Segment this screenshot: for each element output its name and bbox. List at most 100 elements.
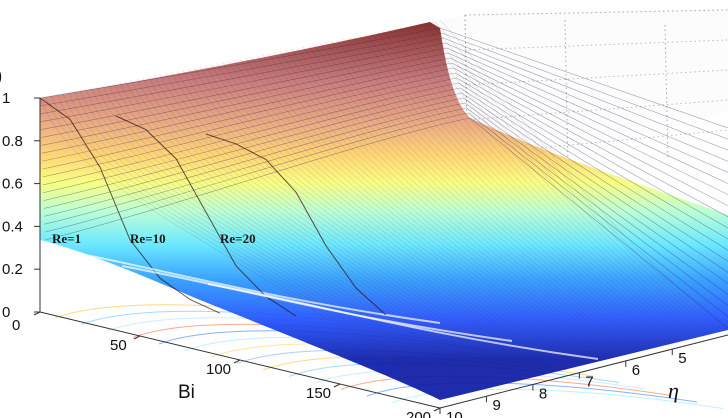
surface-mesh-line: [91, 87, 478, 392]
z-tick-label: 0.6: [2, 176, 23, 193]
bi-tick-mark: [433, 407, 441, 412]
surface-mesh-line: [268, 53, 605, 361]
bi-axis-label: Bi: [178, 382, 195, 403]
z-tick-label: 0.8: [2, 133, 23, 150]
surface-mesh-line: [394, 28, 696, 339]
surface-mesh-line: [41, 47, 728, 173]
surface-mesh-line: [56, 94, 453, 398]
surface-mesh-line: [74, 91, 465, 395]
surface-mesh-line: [171, 72, 535, 378]
surface-mesh-line: [44, 107, 728, 307]
surface-mesh-line: [43, 87, 728, 262]
surface-fill: [40, 22, 728, 400]
surface-mesh-line: [325, 42, 646, 351]
eta-tick-label: 6: [632, 362, 640, 379]
surface-mesh-line: [85, 89, 474, 393]
bi-tick-mark: [33, 311, 41, 316]
surface-mesh-line: [165, 73, 531, 379]
surface-mesh-line: [176, 71, 539, 377]
surface-mesh-line: [39, 27, 728, 129]
z-tick-label: 0: [2, 304, 10, 321]
surface-mesh-line: [40, 42, 728, 162]
floor-contour-line: [392, 388, 724, 409]
surface-mesh-line: [262, 54, 601, 362]
surface-mesh-line: [337, 39, 655, 349]
surface-mesh-line: [182, 70, 543, 376]
surface-mesh-line: [302, 46, 630, 355]
surface-mesh-line: [296, 47, 626, 356]
surface-mesh-line: [371, 33, 679, 343]
surface-mesh-line: [96, 86, 482, 391]
surface-mesh-line: [382, 31, 687, 341]
series-label-1: Re=1: [52, 231, 81, 246]
surface-mesh-line: [136, 78, 511, 384]
eta-axis-label: η: [668, 378, 679, 403]
surface-mesh-line: [44, 102, 728, 295]
z-axis-partial-label: ): [0, 66, 2, 87]
surface-mesh-line: [331, 41, 650, 350]
series-ridge-1: [39, 97, 221, 314]
surface-mesh-line: [79, 90, 469, 394]
surface-mesh-line: [188, 68, 548, 375]
surface-mesh-line: [348, 37, 663, 347]
surface-mesh-line: [314, 44, 638, 353]
surface-mesh-line: [205, 65, 560, 372]
surface-mesh-line: [417, 24, 712, 335]
surface-mesh-line: [148, 76, 519, 382]
surface-mesh-line: [377, 32, 683, 342]
surface-mesh-line: [68, 92, 461, 396]
surface-mesh-line: [439, 19, 728, 331]
surface-mesh-line: [422, 23, 716, 334]
surface-mesh-line: [405, 26, 704, 337]
eta-tick-label: 8: [539, 385, 547, 402]
series-ridge-3: [205, 133, 387, 316]
surface-mesh-line: [434, 20, 724, 332]
surface-mesh-line: [228, 61, 576, 368]
surface-mesh-line: [43, 92, 728, 273]
surface-mesh-line: [342, 38, 659, 348]
surface-mesh-line: [251, 56, 593, 364]
surface-mesh-line: [234, 60, 580, 367]
bi-tick-label: 100: [206, 361, 231, 378]
bi-tick-label: 50: [110, 337, 127, 354]
surface-mesh-line: [319, 43, 642, 352]
surface-mesh-line: [44, 112, 728, 318]
series-label-3: Re=20: [220, 231, 256, 246]
surface-mesh-line: [39, 97, 441, 401]
surface-mesh-line: [291, 48, 622, 357]
surface-mesh-line: [42, 72, 728, 229]
z-tick-label: 1: [2, 90, 10, 107]
z-tick-label: 0.4: [2, 218, 23, 235]
surface-mesh-line: [42, 82, 728, 251]
surface-mesh-line: [102, 85, 486, 390]
surface-mesh-line: [40, 32, 728, 140]
eta-tick-label: 7: [585, 374, 593, 391]
bi-tick-label: 150: [306, 385, 331, 402]
surface-mesh-line: [354, 36, 667, 346]
surface-mesh-line: [279, 51, 613, 359]
bi-tick-label: 0: [12, 317, 20, 334]
series-label-2: Re=10: [130, 231, 166, 246]
surface-mesh-line: [51, 95, 449, 399]
surface-mesh-line: [399, 27, 700, 338]
surface-mesh-line: [199, 66, 556, 373]
surface-mesh-line: [108, 84, 490, 389]
bi-tick-mark: [233, 359, 241, 364]
bi-tick-mark: [133, 335, 141, 340]
bi-tick-mark: [333, 383, 341, 388]
surface-mesh-line: [45, 96, 445, 400]
bi-axis: 0 50 100 150 200: [12, 311, 441, 418]
z-axis: 0 0.2 0.4 0.6 0.8 1: [2, 90, 40, 321]
surface-mesh-line: [245, 57, 589, 365]
z-tick-label: 0.2: [2, 261, 23, 278]
surface-mesh-line: [43, 97, 728, 284]
surface-mesh-line: [62, 93, 457, 397]
series-sheet-edge-3: [207, 283, 599, 360]
surface-mesh-line: [256, 55, 597, 363]
surface-mesh-line: [159, 74, 527, 380]
eta-tick-label: 10: [446, 409, 463, 418]
surface-mesh-line: [41, 52, 728, 184]
surface-mesh-line: [154, 75, 523, 381]
surface-mesh-line: [211, 64, 564, 371]
bi-tick-label: 200: [406, 409, 431, 418]
